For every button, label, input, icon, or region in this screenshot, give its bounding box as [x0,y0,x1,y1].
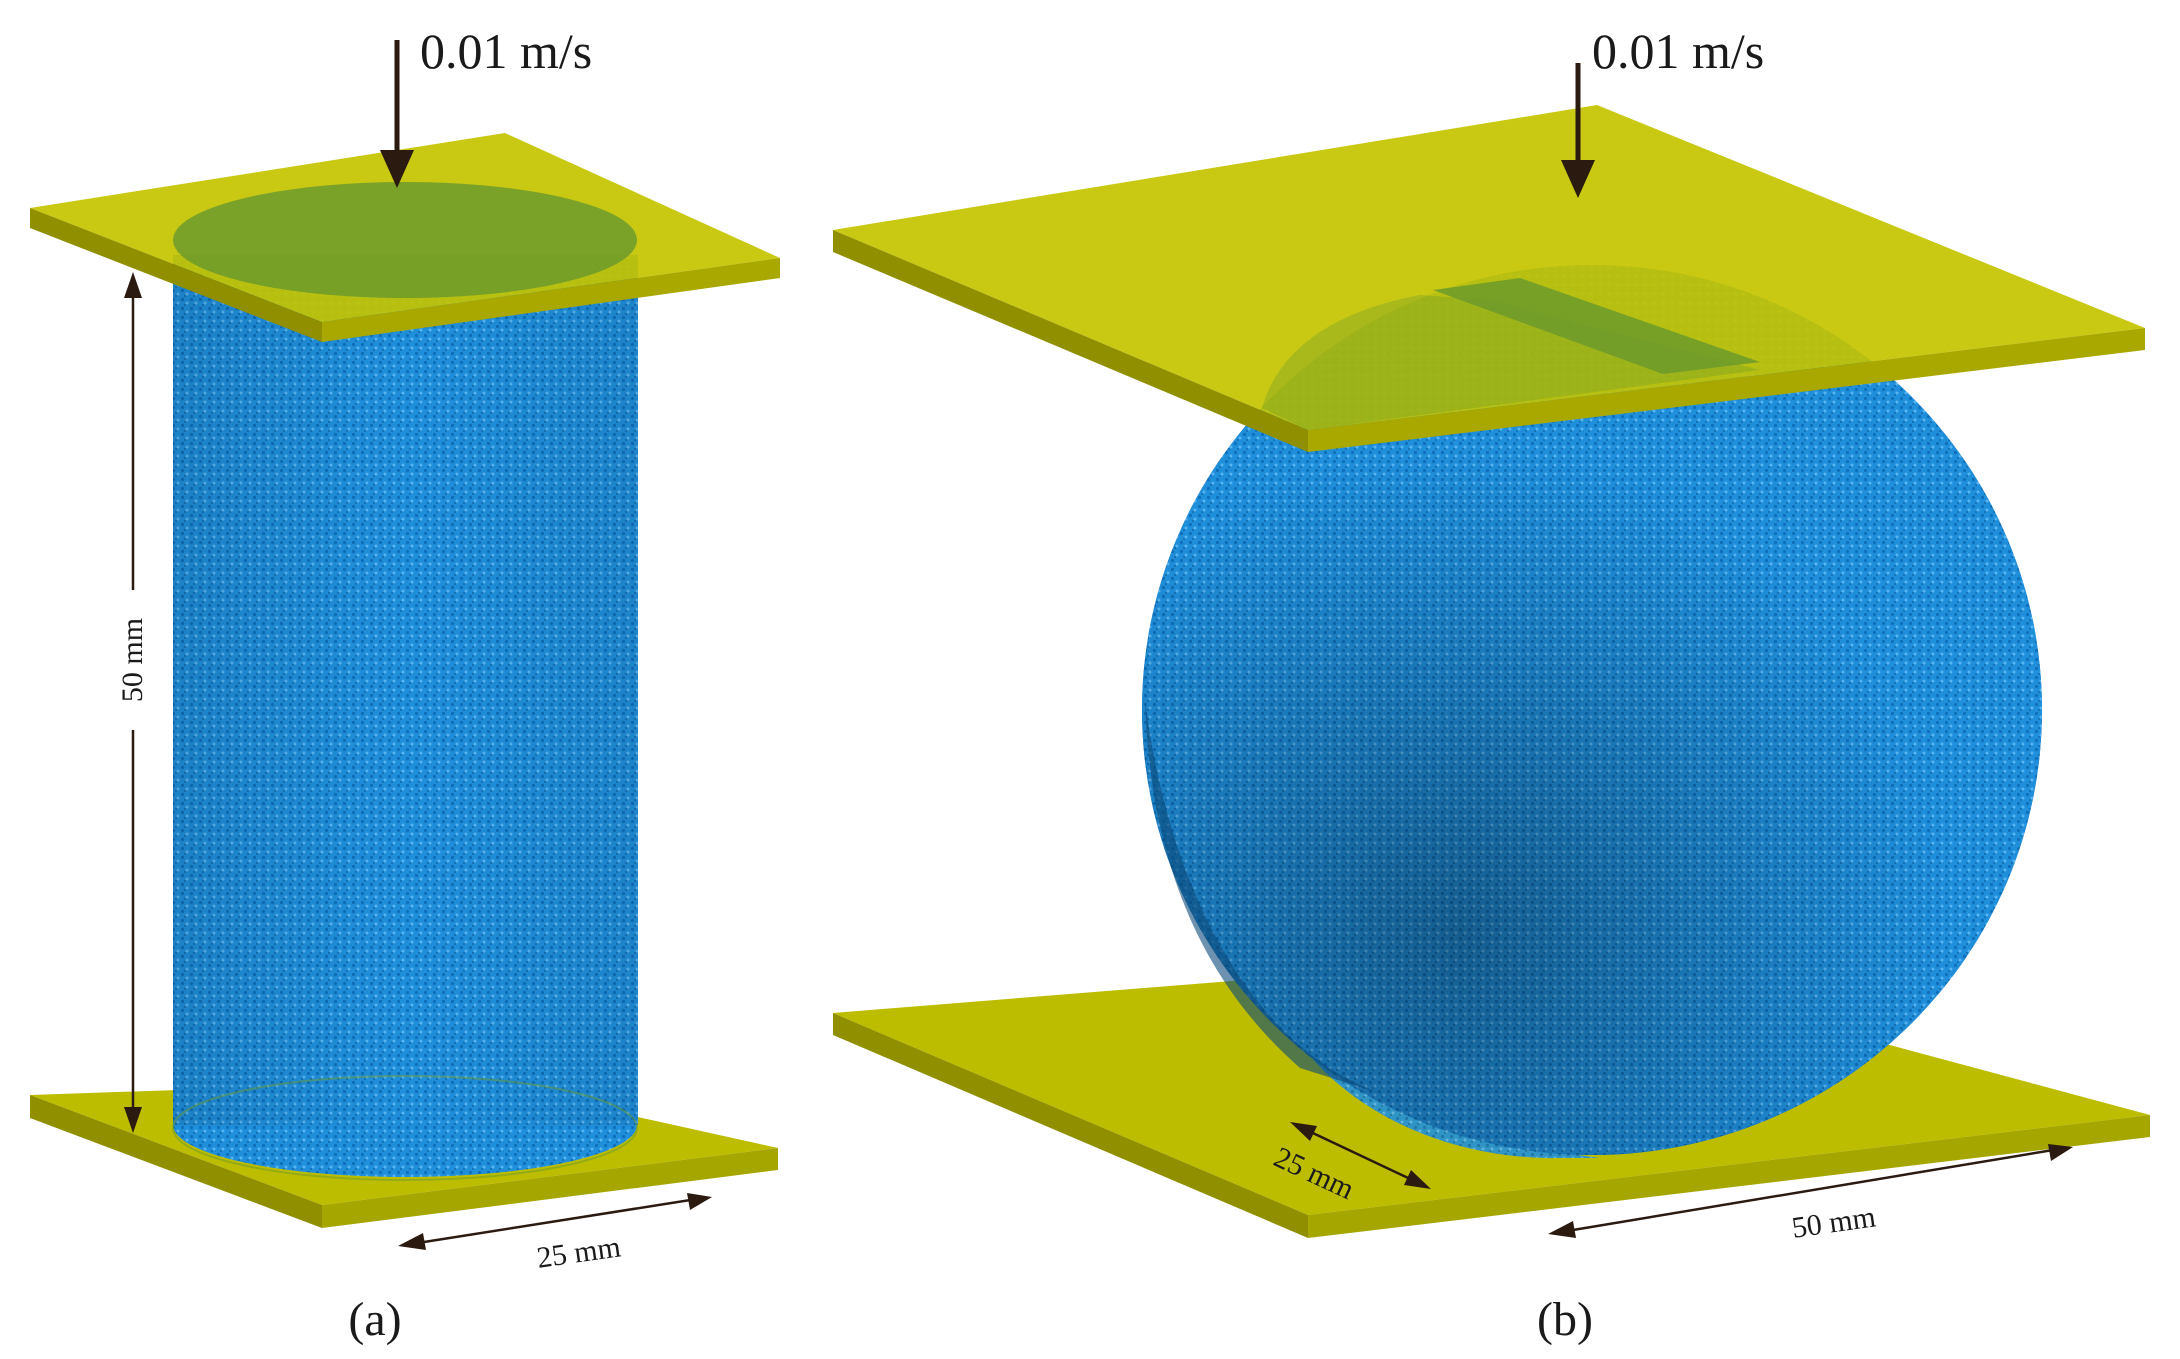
top-plate-b [833,105,2145,452]
diameter-label-a: 25 mm [535,1230,623,1274]
panel-a: 0.01 m/s 50 mm 25 mm (a) [30,23,780,1346]
top-plate-a [30,133,780,342]
velocity-label-b: 0.01 m/s [1592,23,1764,79]
caption-b: (b) [1537,1293,1593,1346]
height-label-a: 50 mm [116,618,149,702]
diameter-label-b: 50 mm [1790,1200,1878,1244]
velocity-label-a: 0.01 m/s [420,23,592,79]
caption-a: (a) [348,1293,401,1346]
cylinder-specimen-a [172,255,638,1181]
diameter-dimension-a: 25 mm [398,1193,712,1275]
velocity-arrowhead-a [380,150,414,188]
height-dimension-a: 50 mm [116,272,149,1133]
disc-specimen-b [1142,265,2042,1159]
contact-patch-top-b [1433,278,1760,374]
contact-patch-top-a [173,182,637,298]
panel-b: 0.01 m/s 25 mm 50 mm (b) [833,23,2150,1346]
velocity-arrowhead-b [1561,160,1595,198]
